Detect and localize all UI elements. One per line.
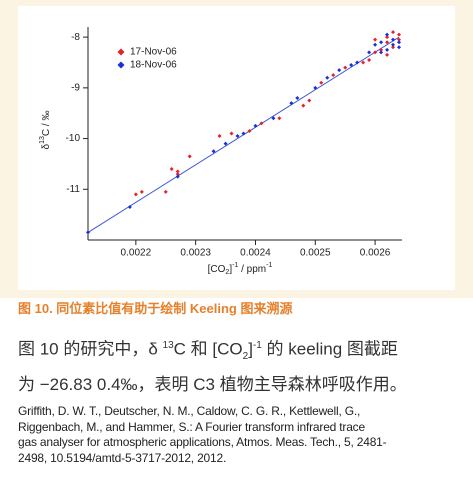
data-point <box>229 131 234 136</box>
y-tick-label: -8 <box>71 32 80 43</box>
data-point <box>379 47 384 52</box>
data-point <box>385 47 390 52</box>
y-axis-label: δ13C / ‰ <box>39 111 51 150</box>
data-point <box>391 30 396 35</box>
y-label-part: C / ‰ <box>41 111 52 137</box>
data-point <box>391 42 396 47</box>
data-point <box>397 40 402 45</box>
x-tick-label: 0.0022 <box>121 248 152 259</box>
data-point <box>373 50 378 55</box>
data-point <box>379 40 384 45</box>
data-point <box>127 205 132 210</box>
figure-caption: 图 10. 同位素比值有助于绘制 Keeling 图来溯源 <box>18 301 293 316</box>
y-label-part: δ <box>41 143 52 149</box>
data-point <box>163 189 168 194</box>
reference-line: Riggenbach, M., and Hammer, S.: A Fourie… <box>18 419 365 434</box>
data-point <box>391 45 396 50</box>
data-point <box>397 45 402 50</box>
chart: [CO2]-1 / ppm-1 δ13C / ‰ 0.0022 0.0023 0.0… <box>18 6 455 290</box>
x-label-part: / ppm <box>238 264 266 275</box>
reference-line: Griffith, D. W. T., Deutscher, N. M., Ca… <box>18 404 361 418</box>
x-label-part: [CO <box>208 264 226 275</box>
data-point <box>175 169 180 174</box>
data-point <box>385 32 390 37</box>
data-point <box>331 73 336 78</box>
data-point <box>385 52 390 57</box>
data-point <box>169 167 174 171</box>
y-label-sup: 13 <box>39 136 46 144</box>
x-tick-label: 0.0025 <box>300 248 331 259</box>
data-point <box>241 131 246 136</box>
data-point <box>337 68 342 73</box>
legend-label: 17-Nov-06 <box>130 47 177 58</box>
data-point <box>86 230 90 235</box>
y-tick-label: -11 <box>66 184 80 195</box>
x-tick-label: 0.0024 <box>240 248 271 259</box>
data-point <box>175 174 180 179</box>
text: C 和 [CO <box>173 339 243 359</box>
reference-line: 2498, 10.5194/amtd-5-3717-2012, 2012. <box>18 450 227 465</box>
data-point <box>301 103 306 108</box>
data-point <box>325 75 330 80</box>
x-label-sup: -1 <box>266 262 272 269</box>
body-line: 图 10 的研究中，δ 13C 和 [CO2]-1 的 keeling 图截距 <box>18 332 407 371</box>
data-point <box>397 37 402 42</box>
figure-panel: [CO2]-1 / ppm-1 δ13C / ‰ 0.0022 0.0023 0.0… <box>0 0 473 298</box>
subscript: 2 <box>242 351 249 363</box>
data-point <box>397 32 402 37</box>
legend-marker <box>117 61 125 69</box>
data-point <box>247 128 252 133</box>
x-tick-label: 0.0023 <box>180 248 211 259</box>
data-point <box>211 149 216 154</box>
text: 的 keeling 图截距 <box>261 339 398 359</box>
data-point <box>391 37 396 42</box>
data-point <box>343 65 348 70</box>
data-point <box>373 42 378 47</box>
data-point <box>277 116 282 121</box>
reference-line: gas analyser for atmospheric application… <box>18 435 387 449</box>
data-point <box>367 50 372 55</box>
data-point <box>307 98 312 103</box>
data-point <box>385 35 390 40</box>
data-point <box>235 134 240 139</box>
data-point <box>271 116 276 121</box>
data-point <box>313 85 318 90</box>
x-tick-label: 0.0026 <box>360 248 391 259</box>
text: ] <box>248 339 253 359</box>
superscript: 13 <box>162 340 174 351</box>
data-point <box>187 154 192 159</box>
data-point <box>373 37 378 42</box>
legend-label: 18-Nov-06 <box>130 60 177 71</box>
data-point <box>295 96 300 100</box>
data-point <box>355 60 360 65</box>
data-point <box>367 57 372 62</box>
data-point <box>217 134 222 139</box>
data-point <box>289 101 294 106</box>
data-point <box>319 80 324 85</box>
data-point <box>253 123 258 128</box>
x-label-sub: 2 <box>225 269 229 276</box>
y-tick-label: -9 <box>71 82 80 93</box>
body-text: 图 10 的研究中，δ 13C 和 [CO2]-1 的 keeling 图截距 … <box>18 332 407 399</box>
data-point <box>379 50 384 55</box>
data-point <box>361 60 366 65</box>
data-point <box>385 40 390 45</box>
data-point <box>133 192 138 197</box>
x-label-sup: -1 <box>232 262 238 269</box>
legend-marker <box>117 48 125 56</box>
superscript: -1 <box>252 340 262 351</box>
data-point <box>349 63 354 68</box>
body-line: 为 −26.83 0.4‰，表明 C3 植物主导森林呼吸作用。 <box>18 375 407 395</box>
data-point <box>139 189 144 194</box>
x-axis-label: [CO2]-1 / ppm-1 <box>208 262 273 276</box>
reference: Griffith, D. W. T., Deutscher, N. M., Ca… <box>18 404 387 466</box>
data-point <box>175 172 180 177</box>
x-label-part: ] <box>229 264 232 275</box>
y-tick-label: -10 <box>66 133 81 144</box>
text: 图 10 的研究中，δ <box>18 339 163 359</box>
data-point <box>259 121 264 126</box>
data-point <box>223 141 228 146</box>
